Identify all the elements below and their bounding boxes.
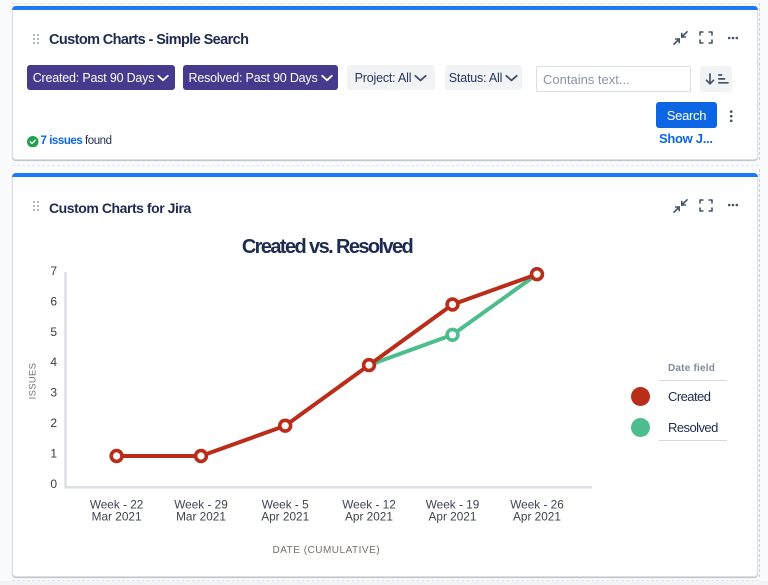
svg-text:0: 0 [50,477,57,491]
svg-text:4: 4 [50,355,57,369]
svg-text:2: 2 [50,416,57,430]
svg-text:Apr 2021: Apr 2021 [261,509,309,523]
svg-text:1: 1 [50,447,57,461]
svg-text:Week - 29: Week - 29 [174,498,228,512]
svg-text:Week - 22: Week - 22 [90,498,144,512]
svg-text:7: 7 [50,264,57,278]
svg-text:Apr 2021: Apr 2021 [429,509,477,523]
svg-text:Apr 2021: Apr 2021 [345,509,393,523]
svg-text:6: 6 [50,294,57,308]
svg-text:Mar 2021: Mar 2021 [176,509,226,523]
svg-text:Week - 26: Week - 26 [510,498,564,512]
svg-text:DATE (CUMULATIVE): DATE (CUMULATIVE) [273,545,381,556]
svg-text:Week - 12: Week - 12 [342,498,396,512]
svg-text:Week - 19: Week - 19 [426,498,480,512]
svg-text:Apr 2021: Apr 2021 [513,509,561,523]
svg-text:ISSUES: ISSUES [28,363,39,400]
svg-text:3: 3 [50,386,57,400]
svg-text:5: 5 [50,325,57,339]
svg-text:Mar 2021: Mar 2021 [92,509,142,523]
svg-text:Week - 5: Week - 5 [262,498,309,512]
